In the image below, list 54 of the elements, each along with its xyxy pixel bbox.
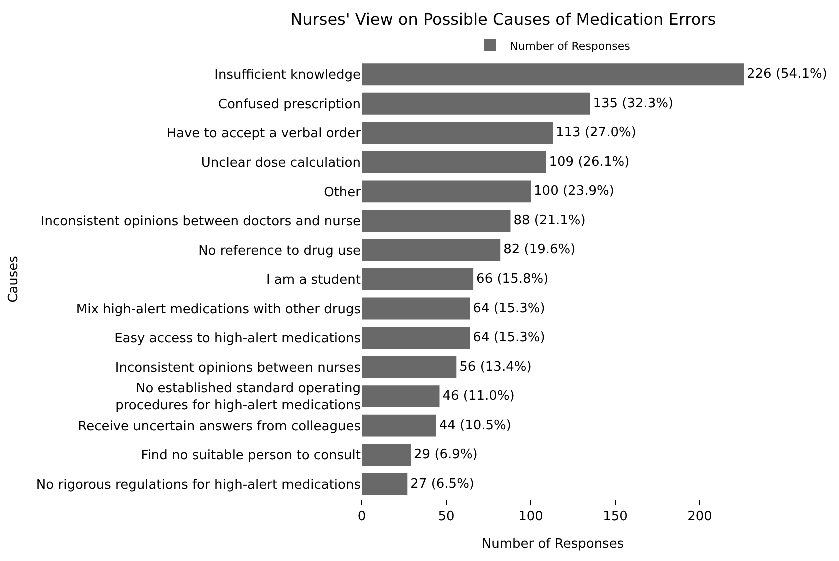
y-tick-label: Inconsistent opinions between nurses <box>115 360 362 376</box>
y-tick-label: Have to accept a verbal order <box>166 126 362 142</box>
data-label: 135 (32.3%) <box>593 96 674 112</box>
y-axis-title: Causes <box>6 256 22 303</box>
x-tick-label: 100 <box>518 510 544 525</box>
x-tick-label: 150 <box>603 510 628 525</box>
y-tick-label: Easy access to high-alert medications <box>114 332 362 347</box>
bar <box>362 298 470 320</box>
data-label: 66 (15.8%) <box>476 272 549 287</box>
bar <box>362 473 408 496</box>
y-tick-label: No rigorous regulations for high-alert medications <box>36 478 362 493</box>
data-label: 64 (15.3%) <box>473 301 546 316</box>
bar <box>362 414 436 437</box>
y-tick-label: No reference to drug use <box>198 244 361 259</box>
y-tick-label: I am a student <box>266 273 361 288</box>
data-label: 113 (27.0%) <box>556 126 636 141</box>
data-label: 56 (13.4%) <box>460 360 532 375</box>
y-tick-label: Insufficient knowledge <box>214 68 361 84</box>
x-tick-label: 0 <box>358 510 366 525</box>
data-label: 46 (11.0%) <box>442 389 515 404</box>
bar <box>362 92 590 115</box>
chart-title: Nurses' View on Possible Causes of Medication Errors <box>290 10 716 30</box>
x-tick-label: 50 <box>438 510 455 525</box>
data-label: 27 (6.5%) <box>410 476 474 492</box>
bar <box>362 386 440 408</box>
bar <box>362 239 501 262</box>
bar <box>362 356 457 378</box>
bar <box>362 180 532 203</box>
data-label: 44 (10.5%) <box>439 418 512 434</box>
y-tick-label: Inconsistent opinions between doctors and nurse <box>40 214 361 230</box>
bar <box>362 268 474 290</box>
data-label: 88 (21.1%) <box>514 213 586 228</box>
y-tick-label: Receive uncertain answers from colleagues <box>78 419 362 434</box>
bar <box>362 64 744 86</box>
data-label: 100 (23.9%) <box>534 184 614 200</box>
x-tick-label: 200 <box>688 510 712 525</box>
data-label: 109 (26.1%) <box>549 154 630 170</box>
data-label: 226 (54.1%) <box>747 67 828 82</box>
data-label: 82 (19.6%) <box>504 242 576 258</box>
bar <box>362 122 553 144</box>
y-tick-label: Other <box>324 185 362 200</box>
y-tick-label: Mix high-alert medications with other drugs <box>76 302 362 318</box>
legend-label: Number of Responses <box>510 40 631 53</box>
y-tick-label: No established standard operating procedures for high-alert medications <box>116 382 362 414</box>
y-tick-label: Confused prescription <box>218 97 361 112</box>
x-axis-title: Number of Responses <box>482 537 624 552</box>
bar <box>362 327 470 350</box>
y-tick-label: Unclear dose calculation <box>201 156 361 171</box>
bar <box>362 151 546 174</box>
data-label: 64 (15.3%) <box>473 330 546 346</box>
bar <box>362 444 412 466</box>
data-label: 29 (6.9%) <box>414 448 478 463</box>
y-tick-label: Find no suitable person to consult <box>141 448 361 464</box>
bar <box>362 210 511 232</box>
